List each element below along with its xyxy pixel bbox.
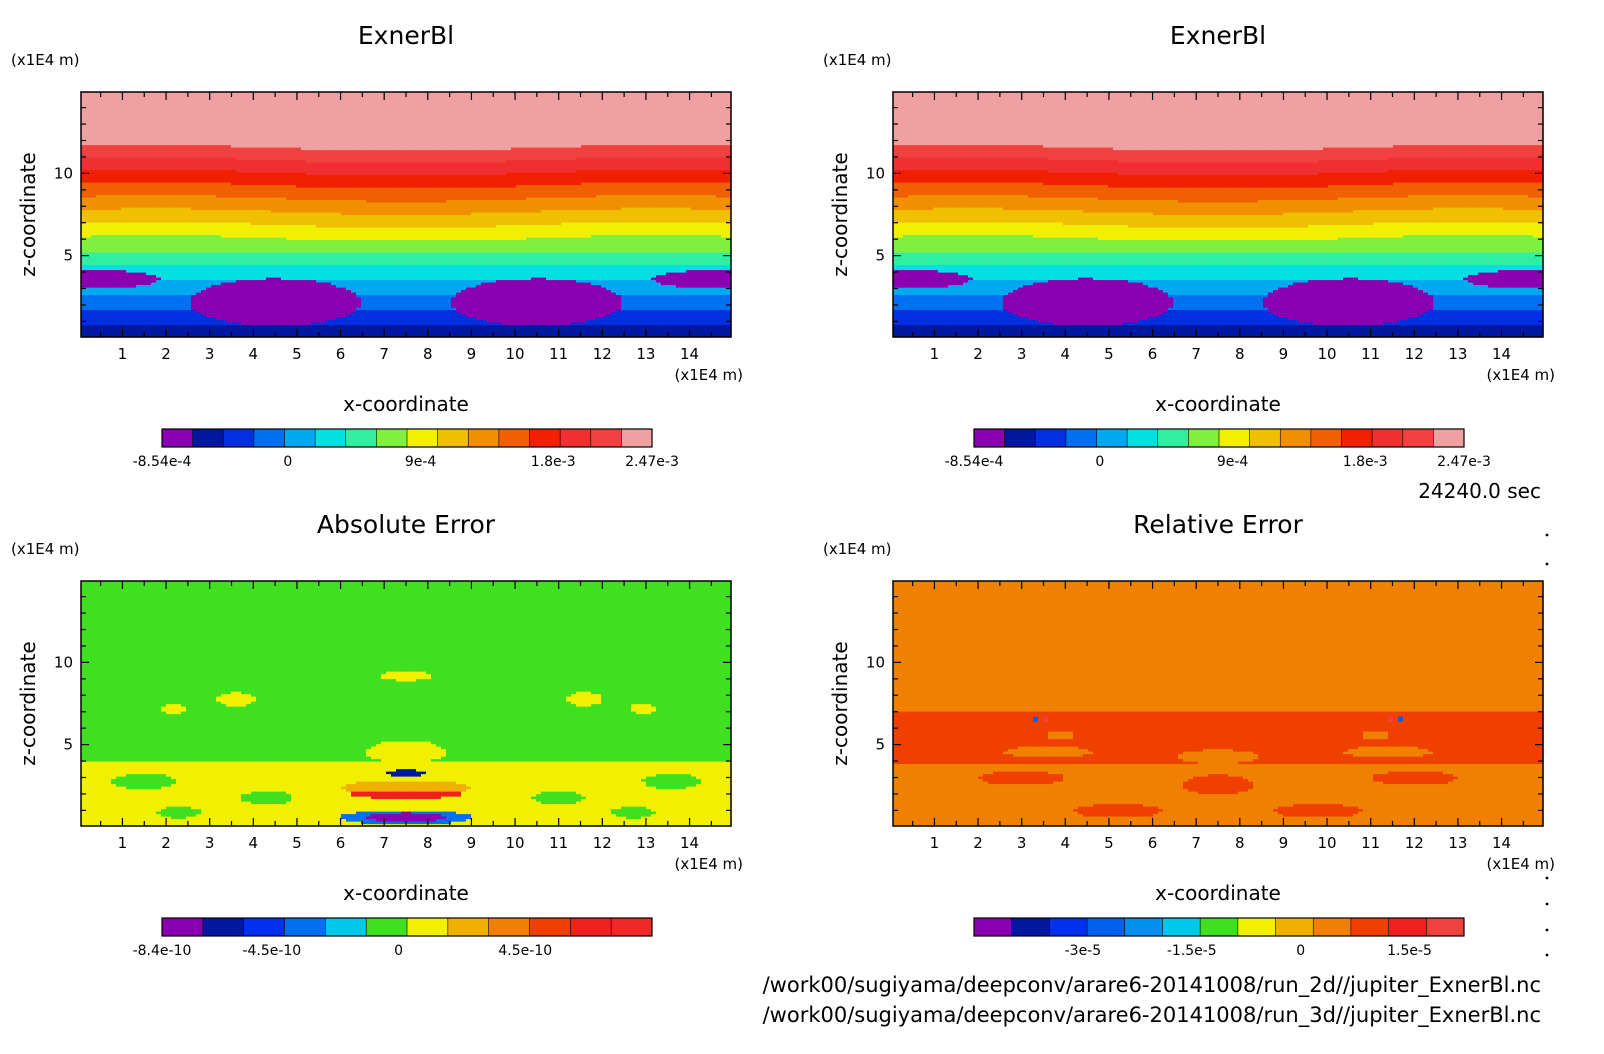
figure-canvas: 24240.0 sec /work00/sugiyama/deepconv/ar… bbox=[0, 0, 1604, 1054]
panel-exnerbl-2d: ExnerBl(x1E4 m)1 2 3 4 5 6 7 8 9 10 11 12 13 14510(x1… bbox=[11, 21, 743, 470]
file-path-2d: /work00/sugiyama/deepconv/arare6-2014100… bbox=[763, 973, 1541, 998]
chart-title: ExnerBl bbox=[358, 21, 454, 50]
y-unit-label: (x1E4 m) bbox=[11, 51, 80, 69]
time-label: 24240.0 sec bbox=[1418, 479, 1541, 503]
field-cells bbox=[81, 92, 732, 338]
file-path-3d: /work00/sugiyama/deepconv/arare6-2014100… bbox=[763, 1003, 1541, 1028]
